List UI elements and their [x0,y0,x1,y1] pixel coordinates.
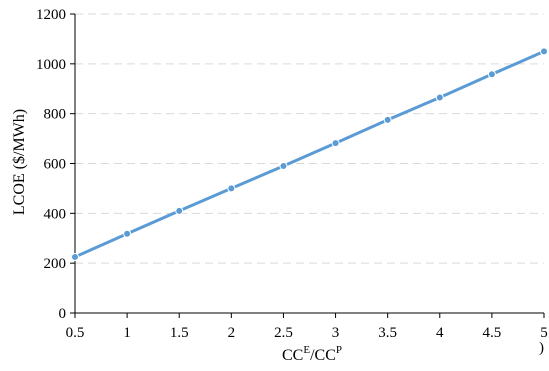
corner-label: ) [539,340,544,356]
data-point-1 [123,229,132,238]
x-tick-label-9: 5 [540,325,548,341]
y-tick-label-800: 800 [44,107,67,123]
y-tick-label-200: 200 [44,256,67,272]
x-tick-label-4: 2.5 [274,325,293,341]
y-tick-label-400: 400 [44,206,67,222]
x-tick-label-0: 0.5 [66,325,85,341]
x-axis-title: CCE/CCP [282,344,342,364]
x-axis-title-mid: /CC [310,347,336,364]
x-tick-label-1: 1 [123,325,131,341]
data-point-9 [540,47,548,56]
x-axis-title-sup-p: P [336,344,342,356]
y-axis-title: LCOE ($/MWh) [11,109,28,215]
data-point-4 [279,161,288,170]
x-axis-title-base: CC [282,347,303,364]
y-tick-label-1000: 1000 [36,57,66,73]
y-tick-label-600: 600 [44,157,67,173]
gridlines [75,13,544,264]
x-axis-ticks: 0.5 1 1.5 2 2.5 3 3.5 4 4.5 5 [66,313,548,341]
y-tick-label-1200: 1200 [36,7,66,23]
y-tick-label-0: 0 [59,306,67,322]
data-point-0 [71,252,79,261]
y-axis-ticks: 0 200 400 600 800 1000 1200 [36,7,75,322]
series-line-0 [74,50,545,259]
x-tick-label-6: 3.5 [378,325,397,341]
x-tick-label-5: 3 [332,325,340,341]
x-axis-title-sup-e: E [303,344,310,356]
x-tick-label-7: 4 [436,325,444,341]
data-point-8 [487,70,496,79]
series-group [71,47,548,261]
data-point-6 [383,115,392,124]
x-tick-label-3: 2 [228,325,236,341]
data-point-2 [175,206,184,215]
data-point-5 [331,139,340,148]
data-point-7 [435,93,444,102]
x-tick-label-8: 4.5 [483,325,502,341]
x-tick-label-2: 1.5 [170,325,189,341]
data-point-3 [227,184,236,193]
